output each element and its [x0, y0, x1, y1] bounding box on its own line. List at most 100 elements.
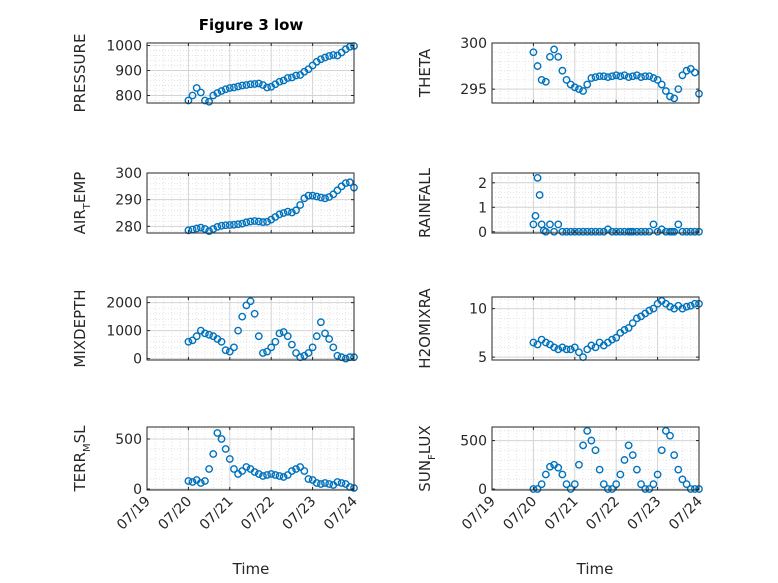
panel-8-xtick-label: 07/19 [459, 494, 499, 534]
panel-4-point [633, 227, 641, 236]
panel-2-point [657, 80, 666, 89]
panel-4-point [682, 227, 691, 236]
panel-7-point [196, 479, 205, 487]
panel-7-point [300, 467, 309, 475]
panel-5-axes-box [146, 296, 355, 361]
panel-6-point [645, 306, 654, 315]
panel-3-point [345, 178, 354, 187]
panel-4: 0 1 2 RAINFALL [416, 167, 703, 241]
panel-8-point [575, 460, 583, 469]
panel-1-ytick-label: 800 [115, 89, 142, 105]
panel-5-point [254, 332, 263, 341]
panel-4-point [641, 227, 650, 236]
panel-8-point [562, 480, 571, 489]
panel-4-point [529, 220, 538, 229]
panel-6-axes-box [491, 296, 700, 361]
panel-3-ylabel-tail: EMP [71, 172, 89, 203]
panel-8-point [608, 485, 616, 493]
panel-4-ytick-label: 0 [478, 225, 487, 241]
panel-7-plot-area [147, 427, 354, 490]
panel-7-point [259, 472, 267, 480]
panel-3-minor-grid [147, 172, 354, 233]
panel-3-point [238, 219, 247, 228]
panel-1-point [234, 82, 242, 91]
panel-1-point [225, 84, 234, 92]
panel-3-point [308, 191, 317, 200]
panel-2-point [649, 74, 658, 82]
panel-5-point [321, 329, 329, 338]
panel-1-point [238, 81, 247, 90]
panel-5-point [238, 312, 247, 321]
panel-2-point [595, 72, 604, 81]
x-axis-label-right: Time [576, 560, 614, 578]
panel-2-point [637, 73, 645, 82]
panel-5-ylabel-main: MIXDEPTH [71, 289, 89, 367]
panel-4-point [587, 227, 596, 236]
panel-3-plot-area [147, 173, 354, 233]
panel-8: 0 500 07/19 07/20 07/21 07/22 07/23 07/24 SUNFLU… [416, 425, 706, 533]
panel-6-point [533, 340, 542, 349]
panel-5-point [325, 335, 334, 343]
panel-7-point [217, 435, 226, 443]
panel-5-point [304, 349, 313, 357]
panel-3-point [213, 222, 222, 231]
panel-7-point [238, 467, 247, 475]
panel-8-point [628, 451, 637, 460]
panel-8-xtick-label: 07/23 [625, 494, 665, 534]
panel-8-xtick-label: 07/21 [542, 494, 582, 534]
panel-5-point [259, 349, 267, 357]
panel-3-point [246, 217, 255, 226]
panel-3-point [287, 208, 296, 217]
panel-1-point [196, 88, 205, 97]
panel-8-point [595, 465, 604, 474]
panel-3-point [333, 186, 342, 195]
panel-2-point [558, 66, 567, 75]
panel-1-point [321, 53, 329, 62]
panel-5-point [184, 337, 193, 346]
panel-3-ytick-label: 290 [115, 193, 142, 209]
panel-8-point [637, 480, 645, 489]
panel-5-point [217, 337, 226, 346]
panel-1-point [263, 83, 271, 92]
panel-5-point [242, 301, 251, 310]
panel-7-point [221, 445, 230, 453]
panel-4-point [546, 220, 554, 229]
panel-4-point [579, 227, 587, 236]
panel-5-point [192, 332, 201, 341]
panel-5-y-axis-label: MIXDEPTH [71, 289, 89, 367]
figure-title: Figure 3 low [199, 16, 304, 34]
panel-1-point [325, 52, 334, 60]
panel-1-point [217, 87, 226, 95]
panel-5-point [188, 336, 197, 345]
panel-8-plot-area [492, 427, 699, 490]
panel-7-point [271, 471, 280, 479]
panel-3-ytick-label: 280 [115, 219, 142, 235]
panel-1-point [188, 91, 197, 100]
panel-7-point [275, 472, 284, 480]
panel-7-point [209, 450, 218, 458]
panel-8-point [546, 462, 554, 471]
panel-7-point [250, 468, 259, 476]
panel-7-point [296, 463, 305, 471]
panel-4-point [531, 211, 540, 220]
panel-3-point [254, 217, 263, 226]
panel-4-point [575, 227, 583, 236]
panel-1-point [254, 79, 263, 88]
panel-3-ytick-label: 300 [115, 166, 142, 182]
panel-6-point [624, 324, 633, 332]
panel-3-point [217, 221, 226, 230]
panel-2-plot-area [492, 43, 699, 103]
panel-2-point [587, 74, 596, 82]
panel-3-ylabel-subscript: T [82, 202, 93, 210]
panel-2-point [690, 68, 699, 77]
panel-5-point [308, 343, 317, 352]
panel-8-point [678, 475, 687, 484]
panel-5-point [283, 332, 292, 341]
panel-5-point [287, 340, 296, 349]
panel-1-point [345, 42, 354, 51]
panel-1-point [292, 71, 300, 80]
panel-5-point [329, 343, 338, 352]
panel-6-point [558, 343, 567, 352]
panel-6-y-axis-label: H2OMIXRA [416, 288, 434, 369]
